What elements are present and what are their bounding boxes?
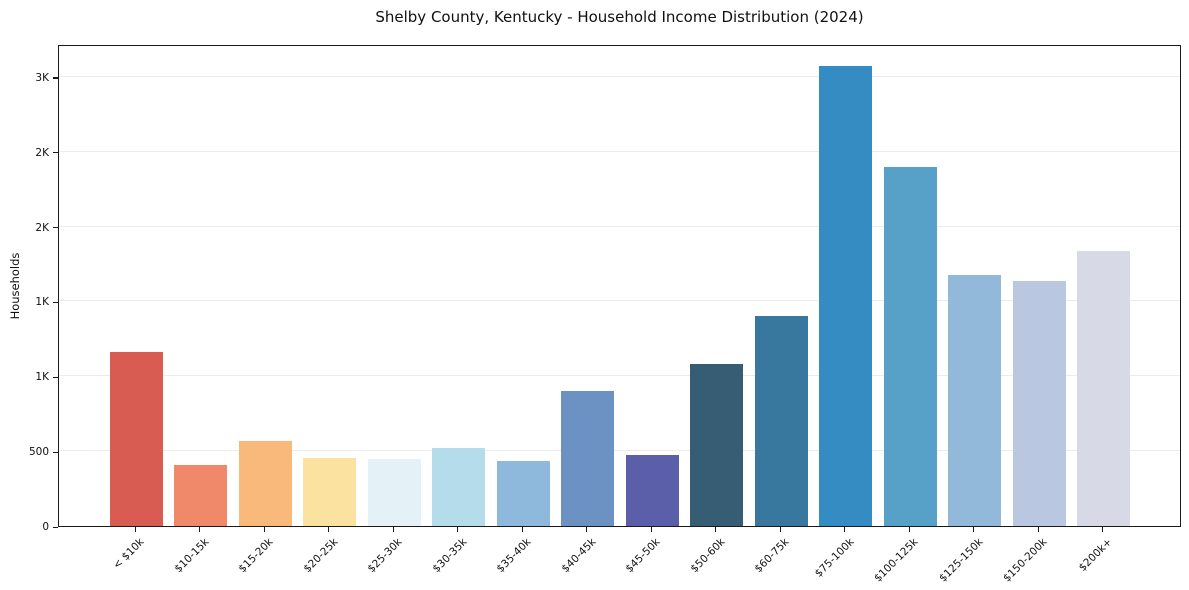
x-tick-mark [263,527,265,532]
x-tick-mark [392,527,394,532]
x-tick-label: $60-75k [752,536,792,576]
bar-$20-25k [303,457,356,526]
x-tick-label: $20-25k [300,536,340,576]
bar-$50-60k [690,364,743,526]
bar-$40-45k [561,390,614,526]
y-tick-label: 500 [28,446,49,459]
x-tick-mark [715,527,717,532]
x-tick-mark [908,527,910,532]
x-tick-label: $10-15k [171,536,211,576]
x-tick-mark [457,527,459,532]
y-tick-label: 1K [35,371,49,384]
bar-$200k+ [1077,250,1130,526]
x-tick-label: $150-200k [1000,536,1050,585]
plot-area [58,45,1181,527]
x-tick-label: $100-125k [871,536,921,585]
y-tick-mark [53,376,58,378]
x-tick-label: $35-40k [494,536,534,576]
y-tick-mark [53,301,58,304]
x-tick-label: $25-30k [365,536,405,576]
y-tick-label: 0 [42,521,49,533]
x-tick-label: $75-100k [812,536,856,580]
gridline [59,300,1180,302]
bar-$15-20k [238,441,292,526]
x-tick-label: $15-20k [236,536,276,576]
x-tick-label: < $10k [110,536,147,572]
y-tick-label: 1K [35,296,49,309]
y-tick-label: 3K [35,71,49,84]
gridline [59,375,1180,377]
bar-< $10k [109,351,163,526]
x-tick-mark [844,527,846,532]
x-tick-mark [134,527,136,532]
x-tick-mark [586,527,588,532]
y-tick-label: 2K [35,146,49,159]
bar-$75-100k [819,65,872,526]
y-tick-mark [53,526,58,528]
x-tick-mark [650,527,652,532]
x-tick-mark [521,527,523,532]
x-tick-label: $50-60k [687,536,727,576]
bar-$30-35k [432,448,485,526]
chart-title: Shelby County, Kentucky - Household Inco… [375,8,864,26]
y-tick-mark [53,152,58,154]
bar-$45-50k [625,454,679,526]
x-tick-label: $30-35k [429,536,469,576]
x-tick-mark [973,527,975,532]
y-tick-mark [53,77,58,79]
bar-$150-200k [1012,281,1066,526]
bar-$60-75k [754,316,808,526]
bar-$125-150k [948,274,1001,526]
gridline [59,450,1180,452]
x-tick-label: $45-50k [623,536,663,576]
x-tick-label: $40-45k [558,536,598,576]
x-tick-label: $125-150k [936,536,985,585]
y-tick-label: 2K [35,221,49,234]
y-tick-mark [53,227,58,229]
gridline [59,150,1180,152]
bar-$100-125k [883,166,937,526]
x-tick-mark [328,527,330,532]
y-tick-mark [53,451,58,453]
gridline [59,75,1180,77]
y-axis-label: Households [8,252,22,320]
x-tick-mark [1037,527,1039,532]
x-tick-mark [199,527,201,532]
bar-$25-30k [367,458,421,526]
x-tick-mark [779,527,781,532]
bar-$10-15k [174,465,227,526]
gridline [59,225,1180,227]
bar-$35-40k [496,460,550,526]
x-tick-mark [1102,527,1104,532]
x-tick-label: $200k+ [1076,536,1114,574]
